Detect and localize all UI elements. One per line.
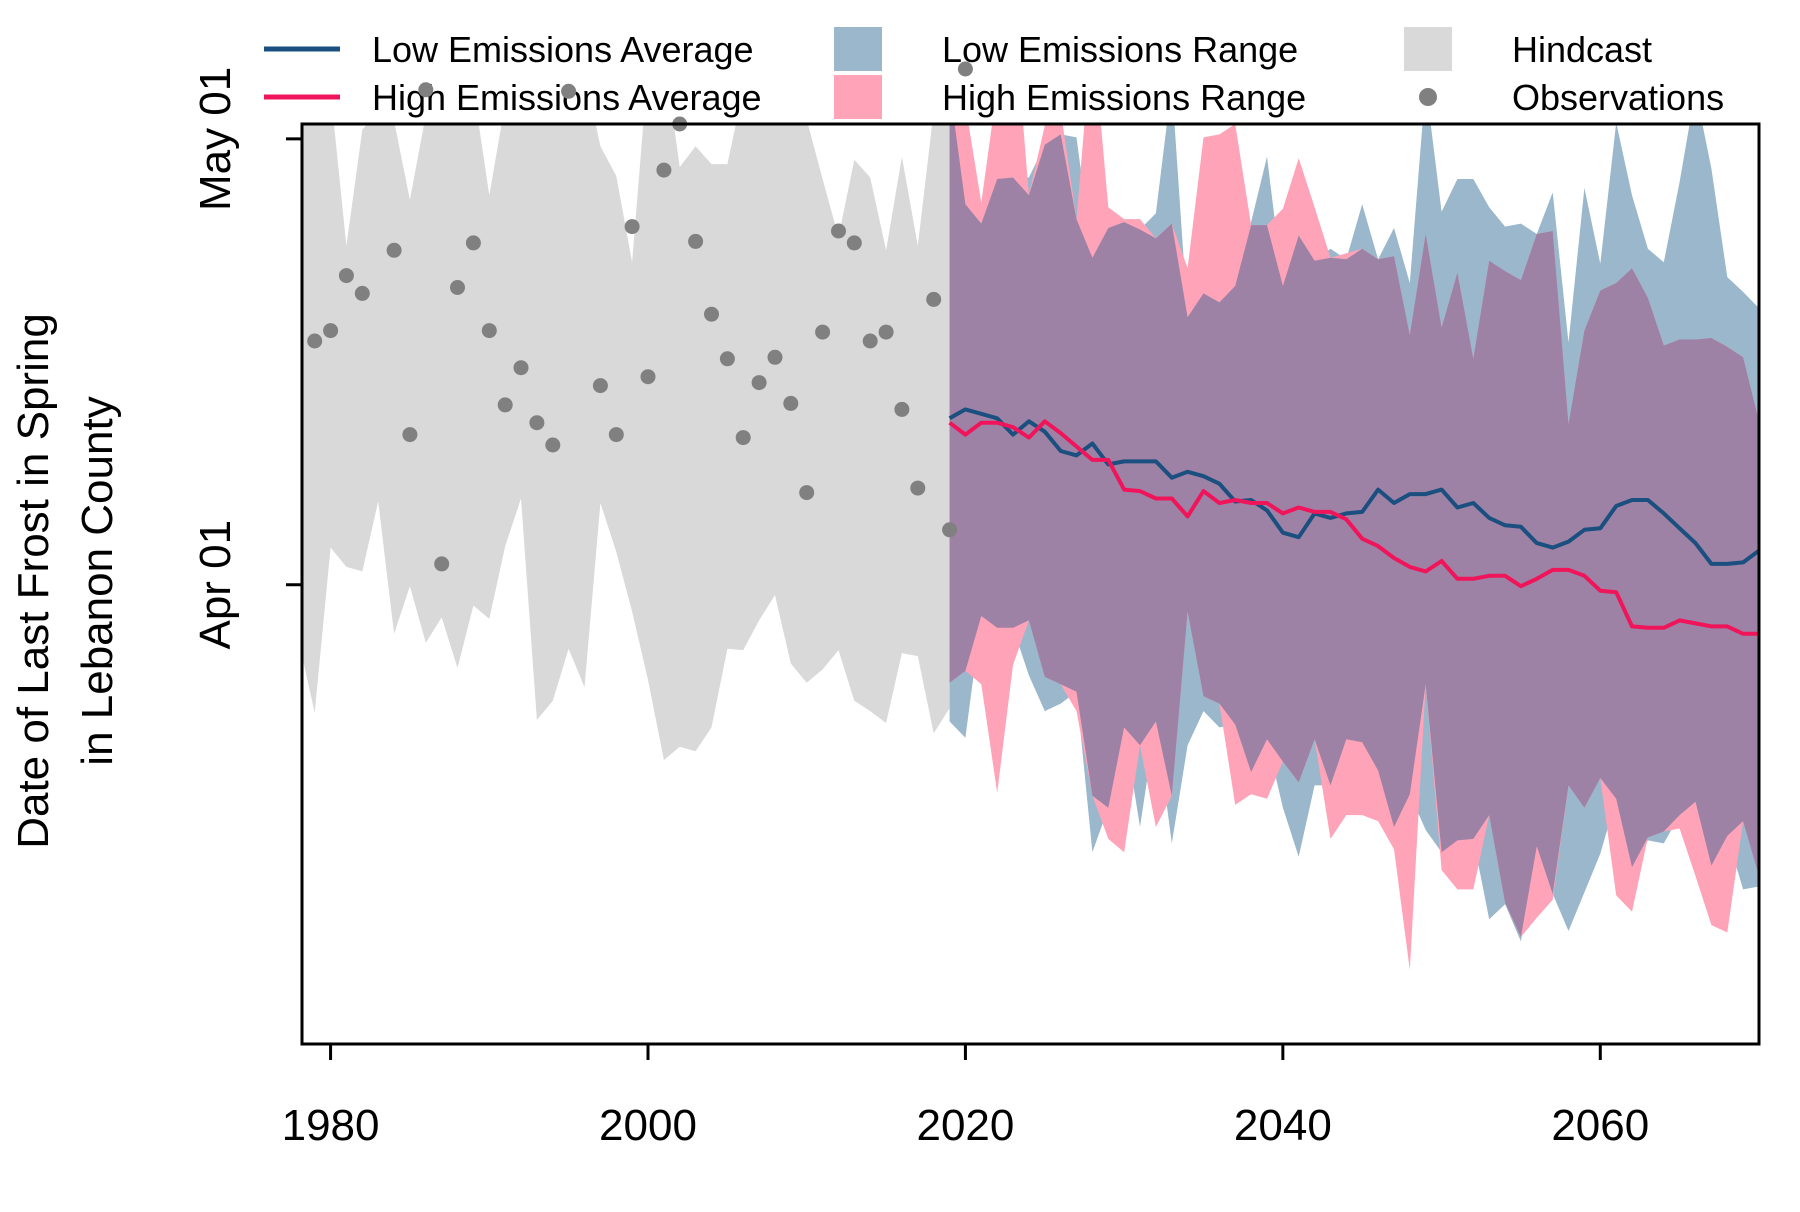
observation-point	[434, 556, 450, 572]
observation-point	[751, 375, 767, 391]
observation-point	[592, 378, 608, 394]
observation-point	[878, 324, 894, 340]
observation-point	[307, 333, 323, 349]
observation-point	[688, 233, 704, 249]
observation-point	[624, 219, 640, 235]
observation-point	[386, 242, 402, 258]
observation-point	[608, 427, 624, 443]
plot-area	[302, 124, 1759, 970]
legend-label-hindcast: Hindcast	[1512, 29, 1652, 70]
observation-point	[910, 480, 926, 496]
observation-point	[561, 83, 577, 99]
observation-point	[862, 333, 878, 349]
observation-point	[894, 401, 910, 417]
legend-label-high-emissions-range: High Emissions Range	[942, 77, 1306, 118]
average-lines-layer	[948, 407, 1759, 636]
observation-point	[338, 268, 354, 284]
legend-label-low-emissions-range: Low Emissions Range	[942, 29, 1298, 70]
observation-point	[926, 291, 942, 307]
observation-point	[529, 415, 545, 431]
observation-point	[735, 430, 751, 446]
observation-point	[767, 349, 783, 365]
y-tick-label: May 01	[191, 67, 240, 211]
observation-point	[450, 280, 465, 295]
hindcast-layer	[302, 124, 950, 761]
observation-point	[513, 360, 529, 376]
x-tick-label: 2000	[599, 1101, 697, 1150]
legend-label-low-emissions-average: Low Emissions Average	[372, 29, 754, 70]
observation-point	[465, 235, 481, 251]
y-axis-label-line-2: in Lebanon County	[73, 396, 122, 765]
observation-point	[815, 324, 831, 340]
observation-point	[846, 235, 862, 251]
observation-point	[957, 61, 973, 77]
y-axis-label-line-1: Date of Last Frost in Spring	[9, 313, 58, 849]
observation-point	[704, 306, 719, 322]
observation-point	[831, 223, 846, 239]
observation-point	[481, 323, 497, 339]
observations-layer	[307, 61, 973, 572]
hindcast-band	[302, 124, 950, 761]
x-tick-label: 2060	[1551, 1101, 1649, 1150]
observation-point	[497, 397, 513, 413]
observation-point	[354, 285, 370, 301]
legend-swatch-low-emissions-range	[834, 27, 882, 71]
y-tick-label: Apr 01	[191, 520, 240, 650]
observation-point	[545, 437, 561, 453]
observation-point	[323, 323, 339, 339]
legend-swatch-observations	[1419, 88, 1437, 106]
observation-point	[656, 162, 672, 178]
observation-point	[402, 427, 418, 443]
observation-point	[942, 522, 958, 538]
low-emissions-average-line	[948, 407, 1759, 566]
observation-point	[783, 395, 799, 411]
observation-point	[799, 485, 815, 501]
x-tick-label: 2020	[916, 1101, 1014, 1150]
x-axis: 1980 2000 2020 2040 2060	[282, 1044, 1649, 1150]
x-tick-label: 2040	[1234, 1101, 1332, 1150]
high-emissions-average-line	[948, 419, 1759, 636]
x-tick-label: 1980	[282, 1101, 380, 1150]
legend-swatch-high-emissions-range	[834, 75, 882, 119]
legend-swatch-hindcast	[1404, 27, 1452, 71]
legend-label-observations: Observations	[1512, 77, 1724, 118]
observation-point	[719, 351, 735, 367]
observation-point	[418, 82, 434, 98]
observation-point	[640, 369, 656, 385]
y-axis: Apr 01 May 01	[191, 67, 302, 650]
